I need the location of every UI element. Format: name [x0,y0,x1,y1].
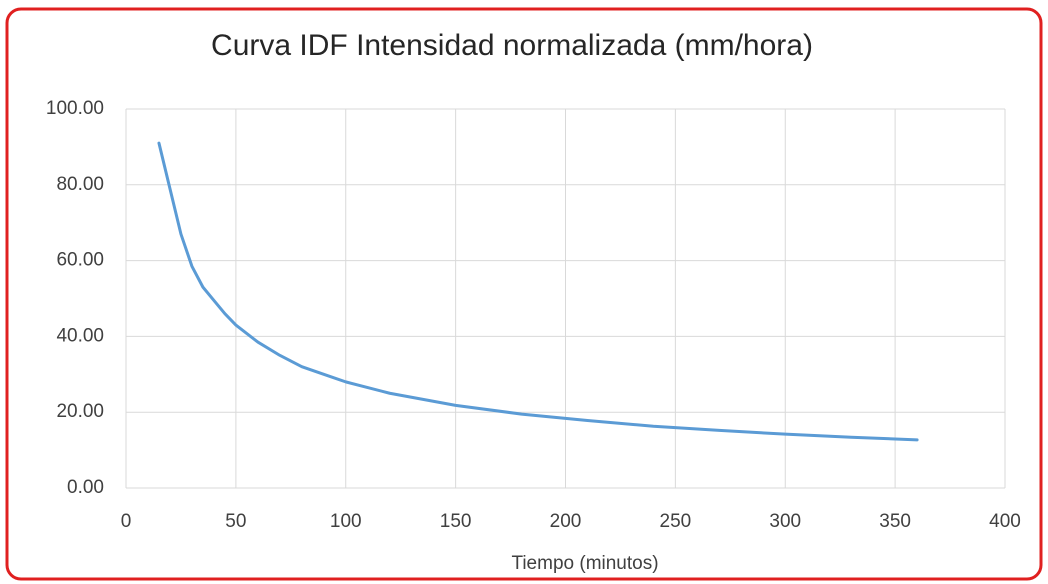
x-axis-label: Tiempo (minutos) [511,553,658,574]
x-tick-label: 300 [769,511,801,532]
y-tick-label: 20.00 [56,401,104,422]
x-tick-label: 350 [879,511,911,532]
x-tick-label: 0 [121,511,132,532]
x-tick-label: 50 [225,511,246,532]
x-tick-label: 150 [440,511,472,532]
y-tick-label: 100.00 [46,98,104,119]
x-tick-label: 100 [330,511,362,532]
chart-border [5,7,1043,581]
x-tick-label: 400 [989,511,1021,532]
y-tick-label: 40.00 [56,325,104,346]
x-tick-label: 250 [660,511,692,532]
x-tick-label: 200 [550,511,582,532]
chart-title: Curva IDF Intensidad normalizada (mm/hor… [211,29,813,62]
y-tick-label: 80.00 [56,174,104,195]
y-tick-label: 60.00 [56,250,104,271]
data-line [157,141,919,442]
y-tick-label: 0.00 [67,477,104,498]
